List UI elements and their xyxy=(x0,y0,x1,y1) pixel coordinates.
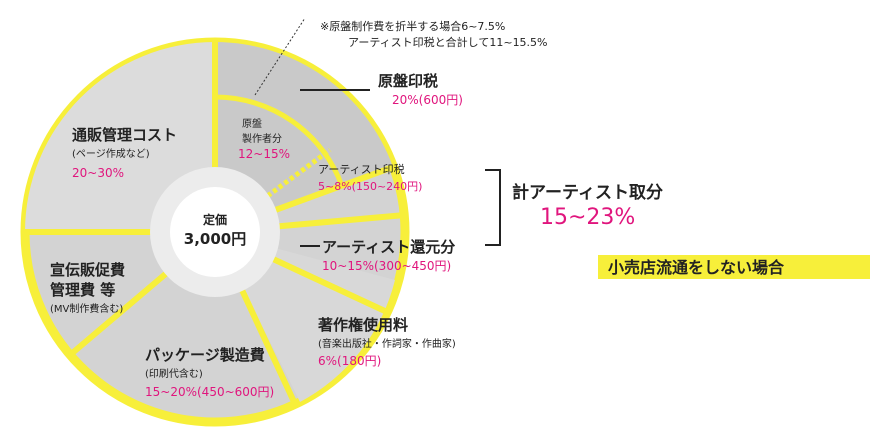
segments-0-value: 20%(600円) xyxy=(392,93,463,107)
note-line2: アーティスト印税と合計して11~15.5% xyxy=(348,35,548,49)
wheel xyxy=(20,37,410,427)
center-label: 定価 xyxy=(203,212,227,227)
segments-5-value: 15~20%(450~600円) xyxy=(145,385,274,399)
total-title: 計アーティスト取分 xyxy=(512,182,663,203)
badge: 小売店流通をしない場合 xyxy=(608,258,785,277)
segments-7-sub: (ページ作成など) xyxy=(72,148,150,160)
segments-1-title2: 製作者分 xyxy=(242,132,282,145)
segments-6-title: 宣伝販促費 xyxy=(50,261,125,279)
bracket xyxy=(485,169,501,246)
segments-0-title: 原盤印税 xyxy=(378,72,438,90)
badge-bg xyxy=(598,255,870,279)
segment-shade xyxy=(215,42,393,232)
segments-1-title: 原盤 xyxy=(242,117,262,130)
dotted-divider xyxy=(260,147,332,203)
segments-5-title: パッケージ製造費 xyxy=(145,346,265,364)
note-line1: ※原盤制作費を折半する場合6~7.5% xyxy=(320,19,505,33)
segments-7-title: 通販管理コスト xyxy=(72,126,177,144)
inner-arc xyxy=(214,94,345,187)
segments-7-value: 20~30% xyxy=(72,166,124,180)
segments-4-title: 著作権使用料 xyxy=(317,316,408,334)
segments-4-sub: (音楽出版社・作詞家・作曲家) xyxy=(318,337,456,350)
segments-3-value: 10~15%(300~450円) xyxy=(322,259,451,273)
segments-5-sub: (印刷代含む) xyxy=(145,367,203,380)
segments-2-value: 5~8%(150~240円) xyxy=(318,180,422,193)
segments-2-title: アーティスト印税 xyxy=(318,162,405,176)
leader xyxy=(254,17,306,96)
total-value: 15~23% xyxy=(540,205,635,230)
segment-shade xyxy=(25,42,215,232)
segments-6-sub: (MV制作費含む) xyxy=(50,302,123,315)
segments-1-value: 12~15% xyxy=(238,147,290,161)
center-price: 3,000円 xyxy=(184,230,246,248)
hub xyxy=(170,187,260,277)
segments-4-value: 6%(180円) xyxy=(318,354,381,368)
segments-6-title2: 管理費 等 xyxy=(50,281,115,299)
segments-3-title: アーティスト還元分 xyxy=(322,238,455,256)
